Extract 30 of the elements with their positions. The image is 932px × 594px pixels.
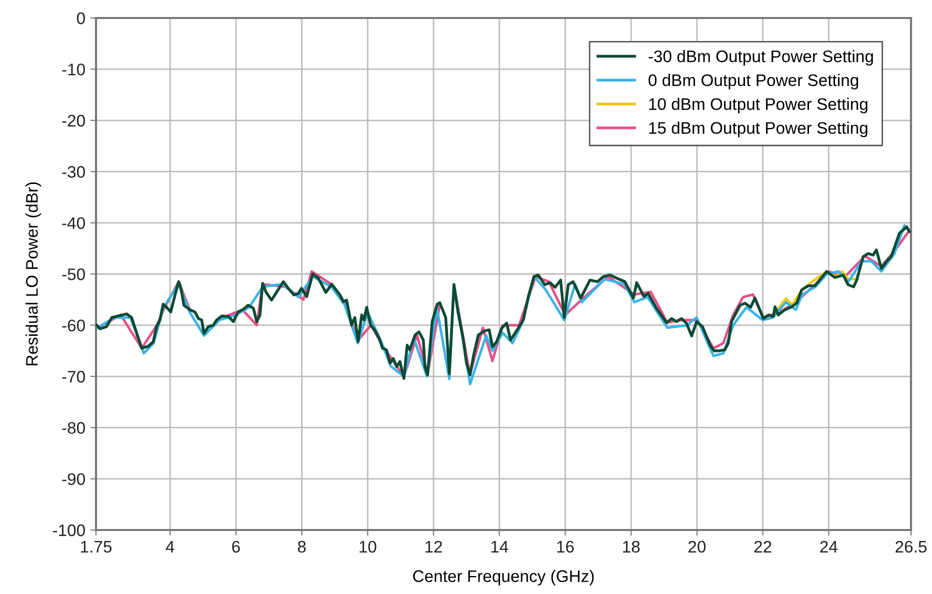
y-tick-label: -80 <box>62 422 85 434</box>
x-tick-label: 10 <box>360 540 376 553</box>
y-tick-label: -30 <box>62 166 85 178</box>
legend-label: 10 dBm Output Power Setting <box>649 98 868 114</box>
x-tick-label: 8 <box>298 540 306 553</box>
y-tick-label: -70 <box>62 370 85 383</box>
x-tick-label: 6 <box>232 540 240 553</box>
legend-label: 15 dBm Output Power Setting <box>649 122 868 138</box>
x-tick-label: 18 <box>623 540 640 553</box>
y-tick-label: -20 <box>62 114 85 127</box>
y-axis-title: Residual LO Power (dBr) <box>26 182 42 366</box>
x-tick-label: 20 <box>688 540 706 553</box>
y-tick-label: -10 <box>62 64 85 76</box>
y-tick-label: -40 <box>62 217 85 230</box>
legend-label: 0 dBm Output Power Setting <box>648 74 858 90</box>
x-tick-label: 14 <box>491 541 508 552</box>
y-tick-label: 0 <box>76 12 85 24</box>
x-tick-label: 16 <box>557 540 574 553</box>
x-tick-label: 26.5 <box>896 540 927 553</box>
y-tick-label: -100 <box>52 524 85 536</box>
y-tick-label: -50 <box>62 268 85 280</box>
x-tick-label: 24 <box>820 540 838 552</box>
x-axis-title: Center Frequency (GHz) <box>413 570 594 586</box>
y-tick-label: -90 <box>62 473 85 486</box>
x-tick-label: 22 <box>754 540 772 552</box>
y-tick-label: -60 <box>62 320 85 332</box>
legend-label: -30 dBm Output Power Setting <box>648 50 873 66</box>
x-tick-label: 12 <box>426 540 442 552</box>
x-tick-label: 4 <box>166 541 174 552</box>
x-tick-label: 1.75 <box>81 541 112 553</box>
